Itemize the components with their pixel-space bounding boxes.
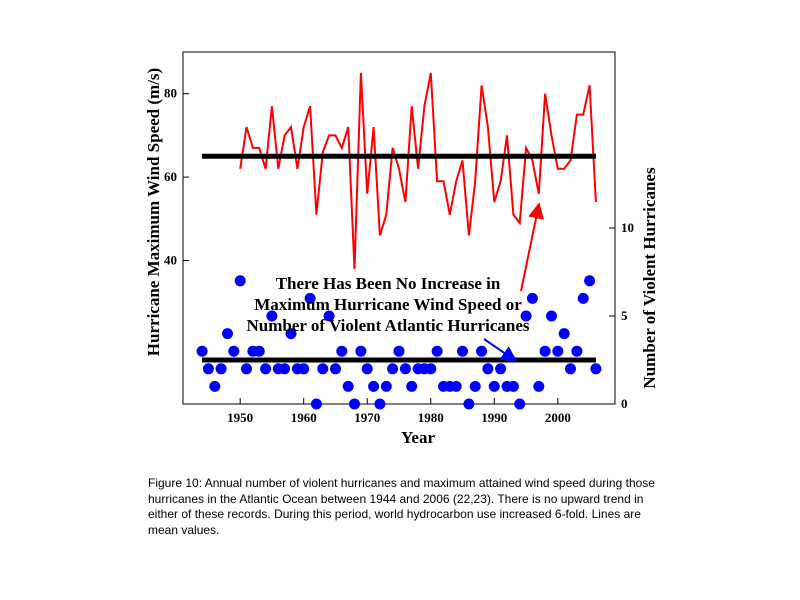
right-y-axis-label: Number of Violent Hurricanes	[640, 167, 659, 389]
annotation-arrow-count	[483, 338, 518, 362]
left-y-tick-label: 40	[164, 253, 177, 268]
annotation-arrow-wind	[520, 202, 544, 292]
violent-count-point	[349, 398, 360, 410]
violent-count-point	[488, 380, 500, 392]
violent-count-point	[533, 380, 545, 392]
violent-count-point	[380, 380, 392, 392]
violent-count-point	[342, 380, 354, 392]
violent-count-point	[457, 345, 468, 357]
left-y-tick-label: 80	[164, 86, 177, 101]
violent-count-point	[330, 363, 341, 375]
annotation-line: There Has Been No Increase in	[276, 274, 501, 293]
violent-count-point	[323, 310, 335, 322]
violent-count-point	[431, 345, 443, 357]
violent-count-point	[425, 363, 437, 375]
violent-count-point	[558, 328, 570, 340]
violent-count-point	[336, 345, 348, 357]
violent-count-point	[234, 275, 246, 287]
annotation-line: Number of Violent Atlantic Hurricanes	[247, 316, 530, 335]
violent-count-point	[393, 345, 405, 357]
axes: 1950 1960 1970 1980 1990 2000 40 60 80 0 5 10	[164, 86, 634, 425]
violent-count-series	[196, 275, 602, 410]
violent-count-point	[215, 363, 227, 375]
violent-count-point	[469, 380, 481, 392]
x-tick-label: 2000	[545, 410, 571, 425]
x-axis-label: Year	[401, 428, 435, 447]
violent-count-point	[285, 328, 297, 340]
violent-count-point	[552, 345, 564, 357]
violent-count-point	[406, 380, 418, 392]
violent-count-point	[266, 310, 278, 322]
violent-count-point	[387, 363, 399, 375]
violent-count-point	[374, 398, 386, 410]
violent-count-point	[520, 310, 532, 322]
violent-count-point	[590, 363, 602, 375]
violent-count-point	[584, 275, 596, 287]
right-y-tick-label: 5	[621, 308, 628, 323]
violent-count-point	[241, 363, 252, 375]
wind-speed-line	[239, 72, 597, 269]
annotation: There Has Been No Increase in Maximum Hur…	[247, 274, 530, 335]
x-tick-label: 1960	[291, 410, 317, 425]
violent-count-point	[355, 345, 367, 357]
violent-count-point	[526, 292, 538, 304]
violent-count-point	[565, 363, 576, 375]
violent-count-point	[368, 380, 380, 392]
right-y-tick-label: 0	[621, 396, 628, 411]
violent-count-point	[317, 363, 329, 375]
left-y-tick-label: 60	[164, 169, 177, 184]
violent-count-point	[304, 292, 316, 304]
violent-count-point	[260, 363, 272, 375]
violent-count-point	[482, 363, 494, 375]
x-tick-label: 1970	[354, 410, 380, 425]
violent-count-point	[476, 345, 488, 357]
violent-count-point	[450, 380, 462, 392]
violent-count-point	[495, 363, 507, 375]
violent-count-point	[463, 398, 475, 410]
violent-count-point	[209, 380, 221, 392]
x-tick-label: 1950	[227, 410, 253, 425]
violent-count-point	[507, 380, 519, 392]
right-y-tick-label: 10	[621, 220, 634, 235]
violent-count-point	[399, 363, 411, 375]
violent-count-point	[298, 363, 310, 375]
figure-caption: Figure 10: Annual number of violent hurr…	[148, 476, 655, 537]
violent-count-point	[310, 398, 322, 410]
violent-count-point	[279, 363, 291, 375]
violent-count-point	[571, 345, 583, 357]
violent-count-point	[202, 363, 214, 375]
violent-count-point	[222, 328, 233, 340]
violent-count-point	[253, 345, 265, 357]
violent-count-point	[228, 345, 240, 357]
annotation-line: Maximum Hurricane Wind Speed or	[254, 295, 522, 314]
left-y-axis-label: Hurricane Maximum Wind Speed (m/s)	[144, 68, 163, 356]
violent-count-point	[196, 345, 208, 357]
violent-count-point	[546, 310, 557, 322]
violent-count-point	[514, 398, 526, 410]
violent-count-point	[577, 292, 589, 304]
x-tick-label: 1980	[418, 410, 444, 425]
x-tick-label: 1990	[481, 410, 507, 425]
wind-speed-series	[202, 72, 597, 269]
violent-count-point	[539, 345, 551, 357]
violent-count-point	[361, 363, 373, 375]
